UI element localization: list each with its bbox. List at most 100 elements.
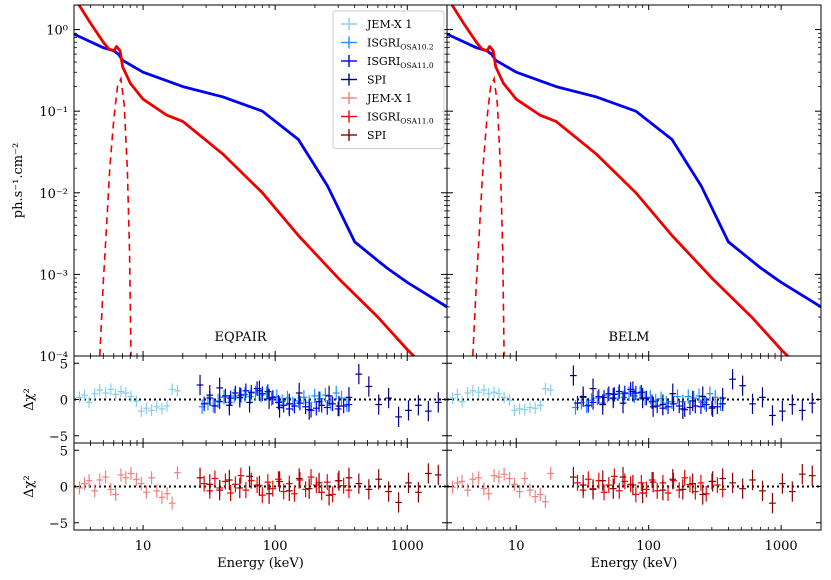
legend-marker — [341, 92, 357, 104]
residual-point — [600, 390, 608, 405]
residual-point — [216, 377, 223, 399]
residual-panel-bot-1 — [447, 464, 821, 514]
residual-point — [259, 487, 266, 504]
residual-point — [174, 466, 181, 480]
y-tick-label: −5 — [49, 430, 68, 445]
residual-point — [536, 399, 544, 412]
residual-point — [475, 386, 482, 399]
residual-point — [345, 387, 353, 408]
residual-point — [96, 473, 104, 487]
residual-point — [355, 363, 363, 385]
residual-point — [600, 484, 608, 501]
residual-point — [629, 381, 637, 402]
residual-point — [639, 482, 646, 504]
residual-point — [296, 395, 304, 411]
residual-point — [405, 472, 412, 494]
model-curve-blue — [447, 32, 821, 309]
residual-point — [637, 385, 645, 400]
legend-label: SPI — [367, 74, 386, 87]
residual-point — [480, 482, 488, 496]
residual-point — [211, 398, 219, 414]
panel-label: EQPAIR — [214, 330, 267, 345]
residual-point — [574, 395, 581, 411]
residual-point — [464, 483, 472, 497]
residual-point — [226, 469, 233, 491]
residual-point — [107, 482, 115, 496]
residual-y-axis-label: Δχ² — [22, 388, 37, 410]
y-tick-label: 10⁻³ — [39, 268, 68, 283]
residual-point — [490, 386, 498, 399]
residual-point — [269, 390, 277, 405]
residual-point — [526, 483, 534, 497]
residual-point — [759, 387, 766, 408]
residual-point — [241, 387, 249, 402]
y-axis-label: ph.s⁻¹.cm⁻² — [11, 143, 26, 218]
residual-point — [227, 485, 234, 501]
legend: JEM-X 1ISGRIOSA10.2ISGRIOSA11.0SPIJEM-X … — [332, 10, 445, 149]
residual-point — [449, 392, 456, 404]
residual-series — [200, 467, 353, 504]
residual-point — [583, 398, 590, 414]
residual-point — [490, 469, 498, 483]
residual-point — [117, 468, 125, 482]
residual-point — [385, 387, 392, 409]
residual-point — [158, 403, 166, 415]
residual-point — [739, 478, 746, 499]
residual-point — [222, 388, 229, 404]
residual-point — [323, 400, 331, 415]
residual-point — [220, 390, 228, 405]
residual-point — [679, 479, 687, 500]
residual-point — [521, 403, 529, 416]
residual-point — [547, 384, 555, 396]
residual-point — [276, 397, 283, 418]
residual-point — [269, 480, 277, 497]
residual-point — [605, 386, 613, 401]
residual-point — [729, 472, 736, 494]
residual-point — [395, 406, 402, 428]
residual-point — [196, 467, 204, 488]
residual-point — [679, 398, 687, 420]
residual-series — [76, 466, 181, 510]
residual-point — [257, 387, 265, 403]
residual-point — [122, 471, 130, 485]
residual-point — [200, 475, 208, 492]
residual-point — [469, 472, 477, 486]
residual-point — [168, 496, 176, 510]
residual-point — [148, 471, 155, 485]
residual-point — [610, 387, 618, 402]
residual-point — [385, 481, 392, 502]
residual-point — [365, 376, 373, 397]
residual-point — [516, 485, 523, 499]
residual-point — [295, 382, 303, 404]
residual-point — [808, 465, 816, 486]
residual-point — [133, 472, 140, 486]
residual-point — [102, 470, 109, 484]
residual-series — [200, 381, 353, 418]
residual-point — [295, 393, 302, 409]
residual-point — [226, 395, 233, 416]
residual-point — [227, 390, 234, 406]
residual-point — [236, 387, 244, 408]
residual-point — [458, 395, 466, 408]
residual-point — [579, 386, 587, 407]
residual-point — [332, 385, 340, 401]
x-tick-label: 100 — [263, 539, 288, 554]
residual-point — [664, 485, 672, 501]
spectrum-panel-0 — [74, 5, 447, 356]
residual-point — [649, 472, 657, 493]
residual-point — [788, 394, 796, 415]
residual-point — [91, 484, 98, 498]
residual-point — [798, 400, 806, 421]
axes-frame — [446, 4, 822, 357]
residual-point — [315, 472, 323, 494]
residual-point — [664, 399, 672, 414]
residual-point — [335, 395, 343, 417]
model-curve-red — [77, 5, 416, 356]
residual-series — [570, 464, 816, 514]
residual-point — [335, 470, 343, 491]
residual-point — [137, 477, 145, 491]
residual-point — [232, 385, 239, 401]
residual-point — [265, 388, 273, 409]
residual-point — [395, 492, 402, 513]
residual-point — [714, 477, 721, 494]
